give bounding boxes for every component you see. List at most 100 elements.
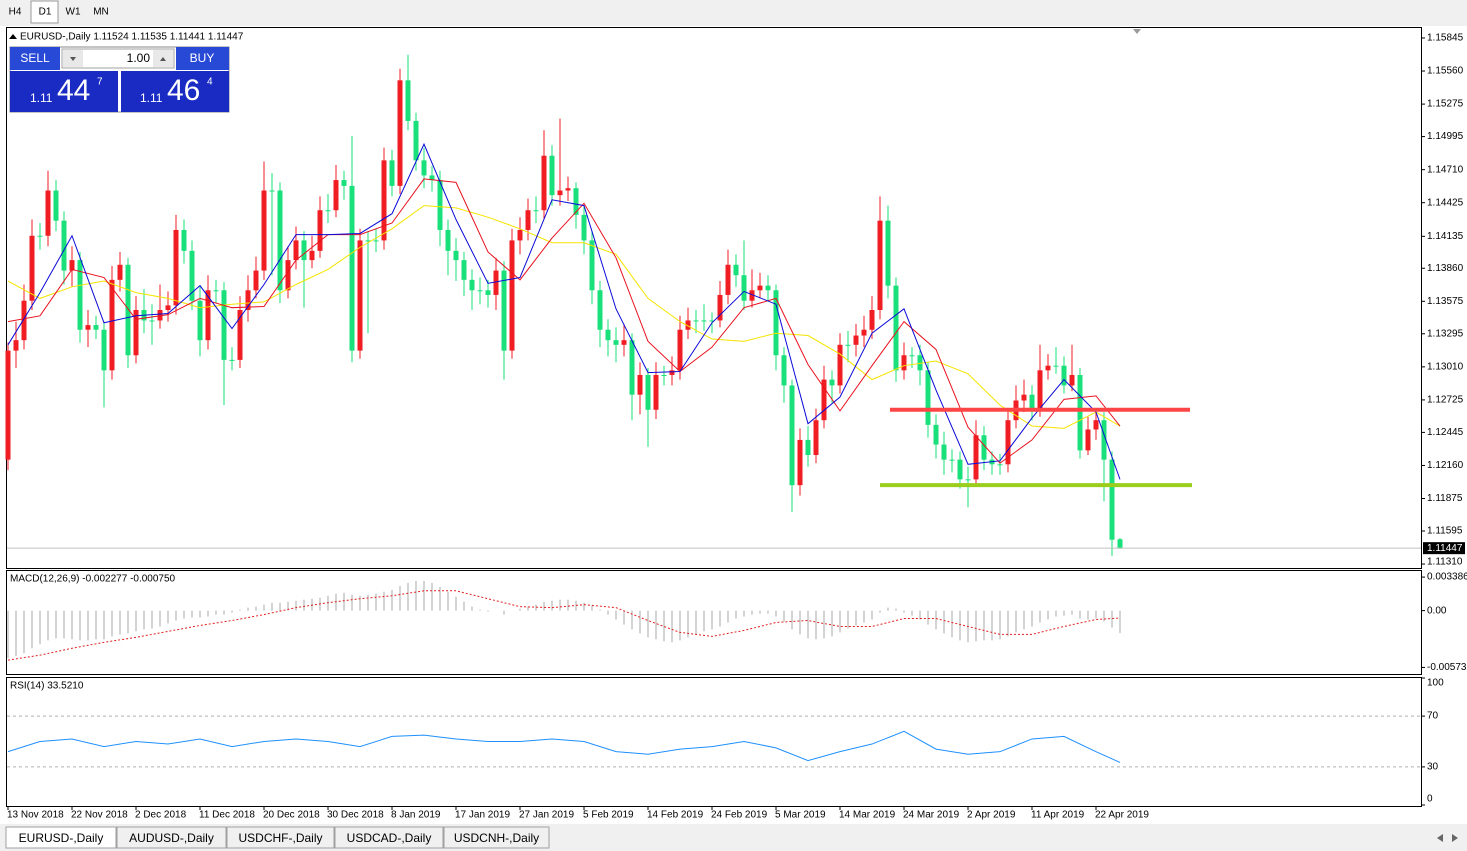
y-tick-label: 1.15275 — [1427, 99, 1464, 110]
buy-button[interactable] — [176, 47, 229, 70]
timeframe-label[interactable]: W1 — [66, 7, 81, 18]
candle-body — [453, 250, 459, 261]
chart-tab-label[interactable]: USDCNH-,Daily — [454, 831, 539, 845]
candle-body — [237, 310, 243, 360]
candle-body — [245, 290, 251, 311]
timeframe-button[interactable] — [30, 0, 59, 24]
candle-body — [357, 240, 363, 351]
candle-body — [1085, 429, 1091, 451]
candle-body — [477, 290, 483, 292]
candle-body — [685, 320, 691, 330]
candle-body — [173, 229, 179, 306]
chart-tab[interactable] — [443, 826, 550, 849]
x-tick-label: 8 Jan 2019 — [391, 810, 441, 821]
candle-body — [981, 435, 987, 460]
candle-body — [973, 435, 979, 480]
candle-body — [1053, 365, 1059, 367]
candle-body — [117, 264, 123, 280]
buy-label[interactable]: BUY — [190, 51, 215, 65]
candle-body — [29, 235, 35, 301]
x-tick-label: 24 Mar 2019 — [903, 810, 960, 821]
candle-body — [709, 320, 715, 322]
candle-body — [573, 188, 579, 215]
candle-body — [469, 279, 475, 291]
chart-title: EURUSD-,Daily 1.11524 1.11535 1.11441 1.… — [20, 32, 244, 43]
timeframe-label[interactable]: H4 — [9, 7, 22, 18]
timeframe-button[interactable] — [59, 1, 86, 23]
chart-tab-label[interactable]: USDCAD-,Daily — [347, 831, 432, 845]
candle-body — [45, 190, 51, 236]
candle-body — [597, 290, 603, 330]
lot-value[interactable]: 1.00 — [127, 51, 151, 65]
candle-body — [5, 350, 11, 460]
candle-body — [797, 439, 803, 486]
x-tick-label: 24 Feb 2019 — [711, 810, 768, 821]
x-tick-label: 14 Feb 2019 — [647, 810, 704, 821]
candle-body — [1069, 374, 1075, 386]
y-tick-label: 1.13295 — [1427, 328, 1464, 339]
chart-tab[interactable] — [226, 826, 335, 849]
chart-tab-label[interactable]: AUDUSD-,Daily — [129, 831, 214, 845]
candle-body — [725, 264, 731, 295]
candle-body — [949, 459, 955, 461]
last-price-label: 1.11447 — [1427, 543, 1463, 554]
tab-scroll-right[interactable] — [1452, 834, 1458, 842]
timeframe-button[interactable] — [1, 1, 28, 23]
candle-body — [181, 229, 187, 251]
chart-tab[interactable] — [334, 826, 444, 849]
sell-label[interactable]: SELL — [20, 51, 50, 65]
buy-price-big: 46 — [167, 74, 200, 107]
timeframe-button[interactable] — [87, 1, 114, 23]
candle-body — [349, 185, 355, 351]
lot-input[interactable] — [61, 48, 175, 69]
sell-price-box[interactable] — [10, 71, 118, 112]
chart-tab-label[interactable]: USDCHF-,Daily — [239, 831, 323, 845]
candle-body — [493, 270, 499, 295]
candle-body — [557, 190, 563, 196]
candle-body — [269, 190, 275, 192]
candle-body — [437, 180, 443, 230]
candle-body — [397, 80, 403, 186]
candle-body — [965, 479, 971, 481]
y-tick-label: 1.15845 — [1427, 33, 1464, 44]
candle-body — [581, 214, 587, 241]
candle-body — [925, 370, 931, 425]
buy-price-prefix: 1.11 — [140, 91, 163, 105]
candle-body — [381, 160, 387, 241]
lot-down-arrow — [70, 57, 76, 61]
y-tick-label: 1.12160 — [1427, 460, 1464, 471]
sell-button[interactable] — [10, 47, 60, 70]
macd-title: MACD(12,26,9) -0.002277 -0.000750 — [10, 574, 176, 585]
macd-pane — [6, 570, 1422, 675]
timeframe-label[interactable]: MN — [93, 7, 109, 18]
tab-scroll-left[interactable] — [1437, 834, 1443, 842]
candle-body — [909, 355, 915, 357]
candle-body — [1005, 420, 1011, 465]
candle-body — [1021, 394, 1027, 401]
candle-body — [837, 344, 843, 386]
y-tick-label: 1.14135 — [1427, 231, 1464, 242]
candle-body — [197, 300, 203, 341]
y-tick-label: 1.13575 — [1427, 296, 1464, 307]
candle-body — [13, 340, 19, 351]
y-tick-label: 100 — [1427, 678, 1444, 689]
buy-price-small: 4 — [207, 77, 213, 88]
chart-tab-label[interactable]: EURUSD-,Daily — [19, 831, 104, 845]
candle-body — [741, 275, 747, 301]
candle-body — [525, 210, 531, 230]
chart-tab[interactable] — [5, 826, 117, 849]
candle-body — [37, 235, 43, 237]
chart-tab[interactable] — [116, 826, 227, 849]
candle-body — [1045, 365, 1051, 371]
x-tick-label: 5 Feb 2019 — [583, 810, 634, 821]
candle-body — [341, 180, 347, 186]
candle-body — [997, 464, 1003, 466]
timeframe-label[interactable]: D1 — [39, 7, 52, 18]
candle-body — [149, 320, 155, 322]
candle-body — [917, 355, 923, 371]
candle-body — [629, 340, 635, 395]
rsi-title: RSI(14) 33.5210 — [10, 681, 84, 692]
buy-price-box[interactable] — [121, 71, 229, 112]
moving-average — [7, 142, 1121, 480]
candle-body — [485, 290, 491, 295]
